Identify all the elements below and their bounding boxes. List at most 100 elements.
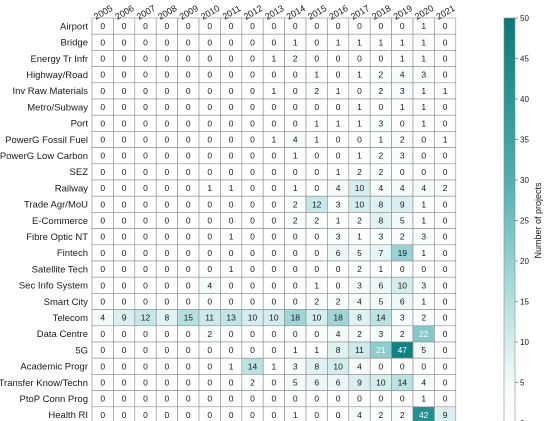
cell-value: 0 bbox=[250, 216, 255, 226]
cell-value: 1 bbox=[272, 135, 277, 145]
cell-value: 0 bbox=[122, 37, 127, 47]
cell-value: 0 bbox=[122, 54, 127, 64]
cell-value: 3 bbox=[357, 280, 362, 290]
category-label: Fibre Optic NT bbox=[26, 232, 88, 243]
cell-value: 0 bbox=[357, 394, 362, 404]
cell-value: 0 bbox=[100, 183, 105, 193]
cell-value: 4 bbox=[421, 378, 426, 388]
cell-value: 0 bbox=[314, 394, 319, 404]
colorbar-tick-label: 10 bbox=[520, 338, 529, 347]
cell-value: 0 bbox=[165, 410, 170, 420]
cell-value: 8 bbox=[336, 345, 341, 355]
cell-value: 0 bbox=[207, 102, 212, 112]
cell-value: 2 bbox=[379, 151, 384, 161]
category-label: Smart City bbox=[44, 297, 89, 308]
cell-value: 0 bbox=[143, 199, 148, 209]
cell-value: 0 bbox=[143, 264, 148, 274]
cell-value: 1 bbox=[379, 37, 384, 47]
cell-value: 0 bbox=[250, 118, 255, 128]
cell-value: 0 bbox=[229, 394, 234, 404]
cell-value: 4 bbox=[379, 183, 384, 193]
cell-value: 0 bbox=[336, 135, 341, 145]
cell-value: 4 bbox=[357, 361, 362, 371]
cell-value: 2 bbox=[207, 329, 212, 339]
cell-value: 0 bbox=[143, 151, 148, 161]
cell-value: 0 bbox=[293, 232, 298, 242]
cell-value: 14 bbox=[398, 378, 408, 388]
cell-value: 0 bbox=[122, 410, 127, 420]
cell-value: 0 bbox=[250, 264, 255, 274]
cell-value: 0 bbox=[250, 345, 255, 355]
cell-value: 2 bbox=[314, 216, 319, 226]
cell-value: 4 bbox=[400, 70, 405, 80]
cell-value: 0 bbox=[272, 378, 277, 388]
cell-value: 1 bbox=[314, 135, 319, 145]
cell-value: 2 bbox=[379, 70, 384, 80]
cell-value: 0 bbox=[400, 394, 405, 404]
cell-value: 0 bbox=[357, 21, 362, 31]
cell-value: 0 bbox=[293, 102, 298, 112]
cell-value: 3 bbox=[336, 199, 341, 209]
cell-value: 2 bbox=[400, 232, 405, 242]
cell-value: 5 bbox=[400, 216, 405, 226]
cell-value: 0 bbox=[336, 70, 341, 80]
cell-value: 0 bbox=[272, 264, 277, 274]
cell-value: 0 bbox=[165, 167, 170, 177]
cell-value: 1 bbox=[421, 86, 426, 96]
cell-value: 0 bbox=[207, 54, 212, 64]
cell-value: 2 bbox=[293, 199, 298, 209]
cell-value: 7 bbox=[379, 248, 384, 258]
cell-value: 0 bbox=[229, 70, 234, 80]
cell-value: 0 bbox=[250, 21, 255, 31]
cell-value: 1 bbox=[229, 264, 234, 274]
cell-value: 3 bbox=[400, 313, 405, 323]
cell-value: 0 bbox=[229, 151, 234, 161]
cell-value: 0 bbox=[250, 86, 255, 96]
cell-value: 1 bbox=[314, 280, 319, 290]
cell-value: 0 bbox=[229, 199, 234, 209]
cell-value: 0 bbox=[229, 167, 234, 177]
cell-value: 0 bbox=[100, 135, 105, 145]
cell-value: 3 bbox=[421, 232, 426, 242]
cell-value: 8 bbox=[379, 216, 384, 226]
cell-value: 9 bbox=[443, 410, 448, 420]
cell-value: 10 bbox=[376, 378, 386, 388]
cell-value: 1 bbox=[272, 86, 277, 96]
cell-value: 0 bbox=[143, 410, 148, 420]
colorbar-tick-label: 35 bbox=[520, 136, 529, 145]
cell-value: 0 bbox=[272, 248, 277, 258]
cell-value: 0 bbox=[443, 297, 448, 307]
cell-value: 0 bbox=[443, 232, 448, 242]
cell-value: 0 bbox=[250, 280, 255, 290]
cell-value: 0 bbox=[293, 264, 298, 274]
cell-value: 0 bbox=[165, 118, 170, 128]
cell-value: 0 bbox=[314, 54, 319, 64]
category-label: PtoP Conn Prog bbox=[20, 394, 88, 405]
cell-value: 0 bbox=[443, 394, 448, 404]
category-label: Health RI bbox=[48, 410, 88, 421]
cell-value: 10 bbox=[333, 361, 343, 371]
category-label: PowerG Fossil Fuel bbox=[5, 135, 88, 146]
cell-value: 1 bbox=[400, 54, 405, 64]
category-label: Bridge bbox=[61, 38, 88, 49]
cell-value: 0 bbox=[229, 118, 234, 128]
cell-value: 0 bbox=[207, 394, 212, 404]
cell-value: 0 bbox=[143, 345, 148, 355]
cell-value: 0 bbox=[272, 345, 277, 355]
colorbar-tick-label: 50 bbox=[520, 14, 529, 23]
cell-value: 0 bbox=[357, 135, 362, 145]
cell-value: 1 bbox=[357, 70, 362, 80]
cell-value: 0 bbox=[165, 264, 170, 274]
cell-value: 1 bbox=[421, 216, 426, 226]
cell-value: 0 bbox=[336, 21, 341, 31]
cell-value: 0 bbox=[122, 394, 127, 404]
cell-value: 0 bbox=[272, 280, 277, 290]
cell-value: 0 bbox=[293, 70, 298, 80]
cell-value: 0 bbox=[165, 37, 170, 47]
cell-value: 0 bbox=[122, 118, 127, 128]
cell-value: 2 bbox=[357, 167, 362, 177]
cell-value: 0 bbox=[293, 329, 298, 339]
cell-value: 0 bbox=[229, 135, 234, 145]
cell-value: 0 bbox=[186, 297, 191, 307]
cell-value: 0 bbox=[379, 394, 384, 404]
